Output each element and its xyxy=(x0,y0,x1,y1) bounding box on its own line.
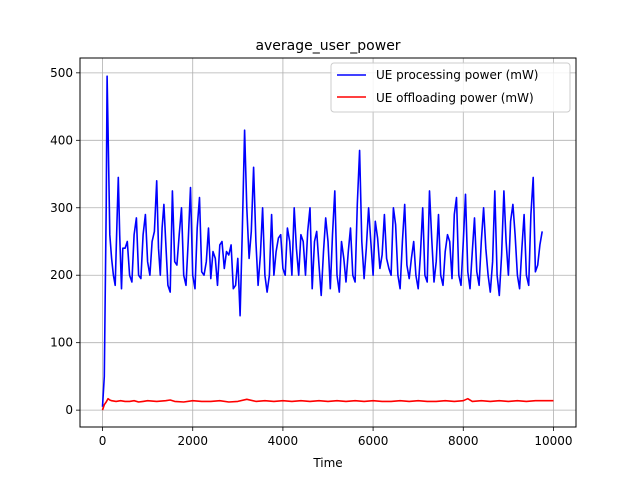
legend-frame xyxy=(330,62,571,113)
x-tick-label: 8000 xyxy=(448,434,479,448)
chart-title: average_user_power xyxy=(255,38,400,54)
y-tick-label: 300 xyxy=(50,201,73,215)
axis-ticks: 0 2000 4000 6000 8000 10000 0 100 200 300 400 500 xyxy=(50,66,572,448)
y-tick-label: 200 xyxy=(50,268,73,282)
series-line-offloading xyxy=(101,397,554,411)
legend-label-processing: UE processing power (mW) xyxy=(376,68,539,82)
series-lines xyxy=(101,75,554,411)
series-line-processing xyxy=(101,75,543,407)
legend: UE processing power (mW) UE offloading p… xyxy=(330,62,571,113)
y-tick-label: 400 xyxy=(50,133,73,147)
y-tick-label: 100 xyxy=(50,336,73,350)
x-tick-label: 4000 xyxy=(268,434,299,448)
x-tick-label: 10000 xyxy=(534,434,572,448)
x-tick-label: 2000 xyxy=(177,434,208,448)
x-tick-label: 6000 xyxy=(358,434,389,448)
legend-label-offloading: UE offloading power (mW) xyxy=(376,91,534,105)
x-axis-label: Time xyxy=(312,456,342,470)
x-tick-label: 0 xyxy=(99,434,107,448)
y-tick-label: 0 xyxy=(65,403,73,417)
y-tick-label: 500 xyxy=(50,66,73,80)
plot-area-frame xyxy=(79,57,577,428)
